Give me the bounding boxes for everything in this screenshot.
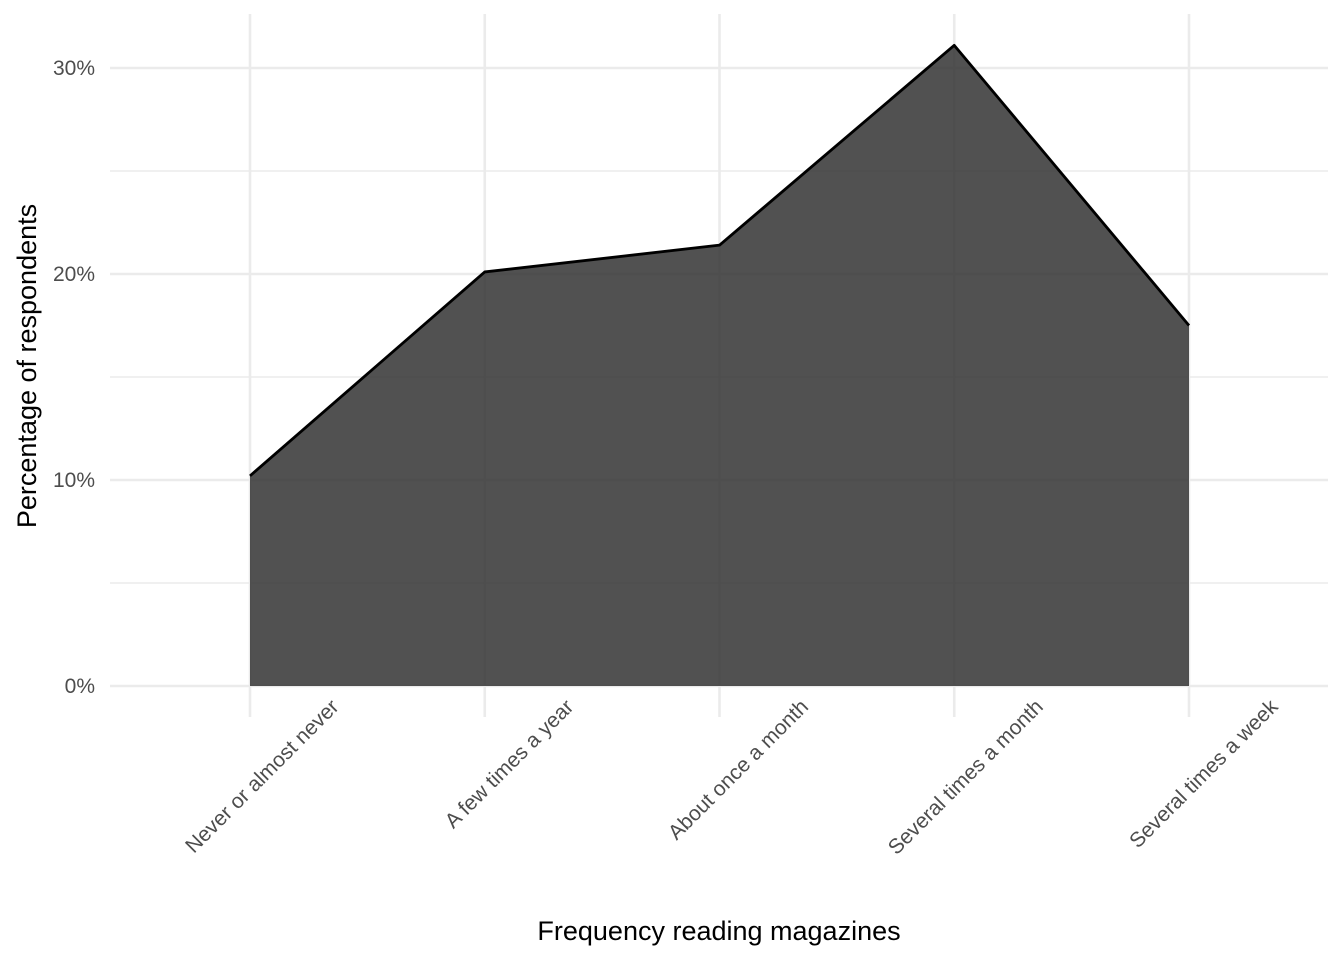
- area-fill: [250, 45, 1189, 686]
- x-tick-label: Never or almost never: [181, 695, 343, 857]
- y-tick-label: 10%: [53, 469, 95, 492]
- x-tick-label: Several times a month: [884, 695, 1048, 859]
- x-tick-label: About once a month: [664, 695, 813, 844]
- x-tick-label: A few times a year: [441, 695, 579, 833]
- x-tick-label: Several times a week: [1125, 695, 1283, 853]
- area-line: [249, 43, 1191, 477]
- y-tick-label: 0%: [65, 675, 95, 698]
- y-tick-label: 20%: [53, 263, 95, 286]
- x-axis-title: Frequency reading magazines: [537, 916, 900, 946]
- y-axis-ticks: 0% 10% 20% 30%: [53, 57, 95, 698]
- y-tick-label: 30%: [53, 57, 95, 80]
- y-axis-title: Percentage of respondents: [12, 204, 42, 528]
- area-series: [249, 43, 1191, 686]
- x-axis-ticks: Never or almost never A few times a year A…: [181, 695, 1283, 859]
